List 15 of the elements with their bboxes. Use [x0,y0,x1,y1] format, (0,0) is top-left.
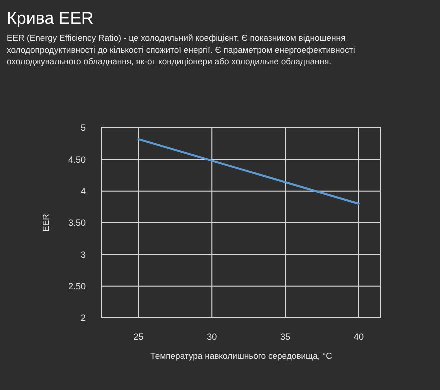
y-tick-label: 3.50 [68,218,86,228]
y-tick-label: 2 [80,313,86,324]
y-axis-title: EER [41,214,51,232]
y-tick-label: 2.50 [68,281,86,292]
chart-title: Крива EER [7,9,94,28]
x-tick-label: 25 [134,332,144,342]
x-axis-title: Температура навколишнього середовища, °C [150,351,332,362]
x-tick-label: 40 [354,332,364,342]
x-tick-label: 30 [207,332,218,342]
chart-subtitle: EER (Energy Efficiency Ratio) - це холодильний коефіцієнт. Є показником відношення холодопродуктивності до кількості спожитої енергії. Є параметром енергоефективності охолоджувального обладнання, як-от кондиціонери або холодильне обладнання. [7,33,356,67]
y-tick-label: 5 [80,123,86,134]
y-tick-label: 4 [80,186,86,196]
y-tick-label: 3 [80,250,86,260]
x-tick-label: 35 [280,332,291,342]
y-tick-label: 4.50 [68,154,86,165]
